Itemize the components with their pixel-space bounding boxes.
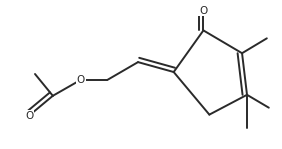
Text: O: O xyxy=(199,6,208,16)
Text: O: O xyxy=(25,111,33,121)
Text: O: O xyxy=(76,75,85,85)
